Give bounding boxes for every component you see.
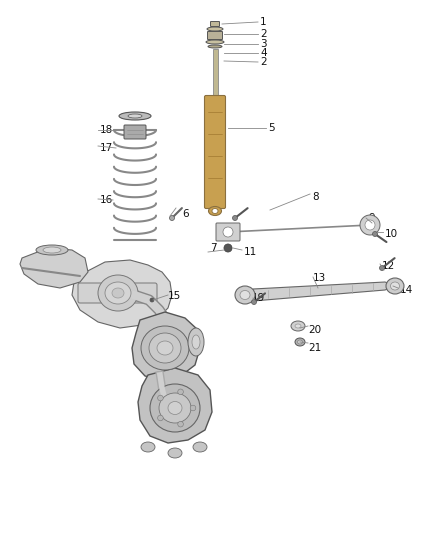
Ellipse shape: [159, 393, 191, 423]
Ellipse shape: [150, 384, 200, 432]
Ellipse shape: [206, 40, 224, 44]
Text: 20: 20: [308, 325, 321, 335]
Ellipse shape: [192, 335, 200, 349]
Circle shape: [158, 415, 163, 421]
Text: 17: 17: [100, 143, 113, 153]
Ellipse shape: [36, 245, 68, 255]
Ellipse shape: [141, 326, 189, 370]
FancyBboxPatch shape: [216, 223, 240, 241]
Ellipse shape: [128, 114, 142, 118]
Ellipse shape: [379, 265, 385, 271]
Text: 19: 19: [252, 293, 265, 303]
Text: 10: 10: [385, 229, 398, 239]
FancyBboxPatch shape: [212, 49, 218, 97]
Text: 14: 14: [400, 285, 413, 295]
Ellipse shape: [170, 215, 174, 221]
Ellipse shape: [291, 321, 305, 331]
Text: 1: 1: [260, 17, 267, 27]
Ellipse shape: [193, 442, 207, 452]
Text: 6: 6: [182, 209, 189, 219]
Ellipse shape: [188, 328, 204, 356]
Text: 4: 4: [260, 48, 267, 58]
Ellipse shape: [297, 340, 303, 344]
Ellipse shape: [391, 282, 399, 290]
Ellipse shape: [149, 333, 181, 363]
Text: 2: 2: [260, 57, 267, 67]
Ellipse shape: [235, 286, 255, 304]
Ellipse shape: [168, 448, 182, 458]
Ellipse shape: [372, 231, 378, 237]
Text: 15: 15: [168, 291, 181, 301]
Text: 9: 9: [368, 213, 374, 223]
FancyBboxPatch shape: [211, 21, 219, 27]
FancyBboxPatch shape: [205, 95, 226, 208]
Polygon shape: [20, 248, 88, 288]
Text: 13: 13: [313, 273, 326, 283]
Text: 2: 2: [260, 29, 267, 39]
Ellipse shape: [119, 112, 151, 120]
Ellipse shape: [207, 27, 223, 31]
Text: 11: 11: [244, 247, 257, 257]
Text: 12: 12: [382, 261, 395, 271]
Ellipse shape: [360, 215, 380, 235]
Ellipse shape: [212, 208, 218, 214]
Text: 3: 3: [260, 39, 267, 49]
Ellipse shape: [386, 278, 404, 294]
Polygon shape: [138, 368, 212, 443]
Ellipse shape: [112, 288, 124, 298]
Polygon shape: [72, 260, 172, 328]
Text: 16: 16: [100, 195, 113, 205]
Text: 5: 5: [268, 123, 275, 133]
Ellipse shape: [295, 338, 305, 346]
Ellipse shape: [295, 324, 301, 328]
Text: 7: 7: [210, 243, 217, 253]
Text: 8: 8: [312, 192, 318, 202]
Ellipse shape: [208, 45, 222, 48]
Text: 21: 21: [308, 343, 321, 353]
Circle shape: [223, 227, 233, 237]
Text: 18: 18: [100, 125, 113, 135]
Circle shape: [150, 298, 154, 302]
Ellipse shape: [98, 275, 138, 311]
FancyBboxPatch shape: [208, 31, 223, 39]
Ellipse shape: [43, 247, 61, 253]
Circle shape: [158, 395, 163, 401]
Circle shape: [178, 389, 184, 394]
Ellipse shape: [141, 442, 155, 452]
Circle shape: [190, 405, 196, 411]
Ellipse shape: [233, 215, 237, 221]
FancyBboxPatch shape: [124, 125, 146, 139]
Polygon shape: [253, 282, 395, 301]
Ellipse shape: [168, 401, 182, 415]
Ellipse shape: [251, 300, 257, 304]
Ellipse shape: [240, 290, 250, 300]
Circle shape: [178, 422, 184, 427]
FancyBboxPatch shape: [78, 283, 157, 303]
Polygon shape: [132, 312, 200, 380]
Ellipse shape: [157, 341, 173, 355]
Ellipse shape: [208, 206, 222, 215]
Ellipse shape: [365, 220, 375, 230]
Ellipse shape: [105, 282, 131, 304]
Circle shape: [224, 244, 232, 252]
